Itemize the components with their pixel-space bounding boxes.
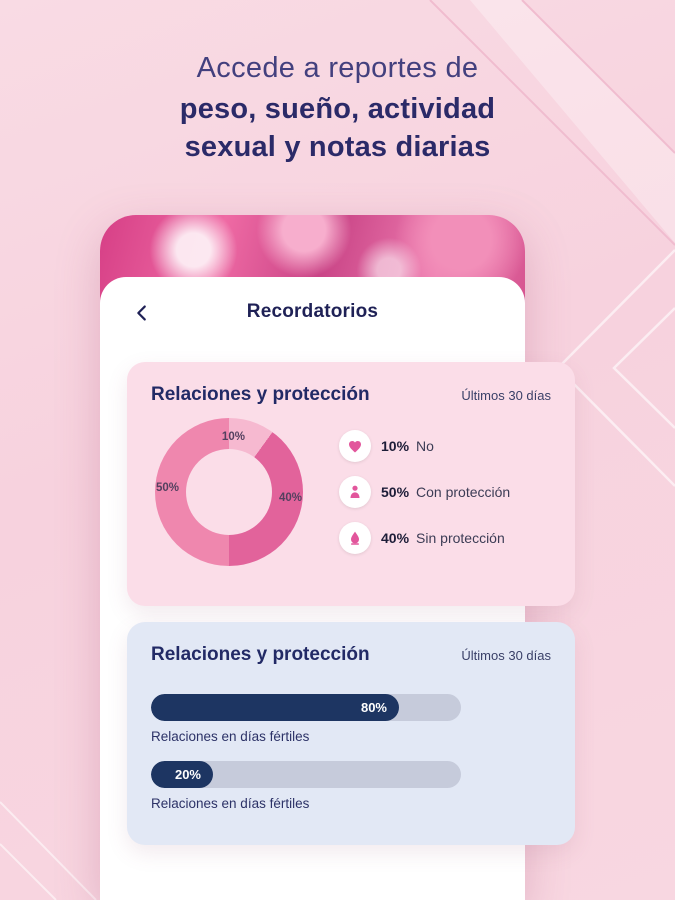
donut-label-40: 40% xyxy=(278,492,302,504)
bar-value-label: 20% xyxy=(174,767,201,782)
unprotected-icon xyxy=(339,522,371,554)
heading-line-1: Accede a reportes de xyxy=(196,52,479,84)
legend-text: 10% No xyxy=(381,438,434,454)
legend-percent: 10% xyxy=(381,438,410,454)
legend-percent: 40% xyxy=(381,530,410,546)
protected-icon xyxy=(339,476,371,508)
bar-caption: Relaciones en días fértiles xyxy=(151,729,310,744)
card-head: Relaciones y protección Últimos 30 días xyxy=(151,384,551,406)
bar-track: 20% xyxy=(151,761,461,788)
legend-text: 40% Sin protección xyxy=(381,530,505,546)
bar-block-2: 20% Relaciones en días fértiles xyxy=(151,761,551,811)
legend-label: No xyxy=(416,438,434,454)
legend-item-con-proteccion: 50% Con protección xyxy=(339,476,510,508)
card-title: Relaciones y protección xyxy=(151,644,370,665)
donut-label-50: 50% xyxy=(156,482,180,494)
back-icon[interactable] xyxy=(128,299,156,327)
heart-icon xyxy=(339,430,371,462)
legend-item-no: 10% No xyxy=(339,430,510,462)
donut-wrap: 10% 40% 50% xyxy=(155,418,303,566)
donut-row: 10% 40% 50% 10% No 50% Con protección xyxy=(151,418,551,566)
app-header: Recordatorios xyxy=(100,277,525,337)
card-title: Relaciones y protección xyxy=(151,384,370,405)
bar-block-1: 80% Relaciones en días fértiles xyxy=(151,694,551,744)
card-relaciones-donut: Relaciones y protección Últimos 30 días … xyxy=(127,362,575,606)
donut-hole xyxy=(186,449,272,535)
legend-label: Sin protección xyxy=(416,530,505,546)
legend-label: Con protección xyxy=(416,484,511,500)
legend-text: 50% Con protección xyxy=(381,484,510,500)
bar-fill: 80% xyxy=(151,694,399,721)
legend-percent: 50% xyxy=(381,484,410,500)
card-head: Relaciones y protección Últimos 30 días xyxy=(151,644,551,666)
bar-fill: 20% xyxy=(151,761,213,788)
promo-heading: Accede a reportes de peso, sueño, activi… xyxy=(0,52,675,167)
bar-value-label: 80% xyxy=(360,700,387,715)
bar-caption: Relaciones en días fértiles xyxy=(151,796,310,811)
bar-track: 80% xyxy=(151,694,461,721)
heading-line-2: peso, sueño, actividad xyxy=(179,93,496,125)
legend-item-sin-proteccion: 40% Sin protección xyxy=(339,522,510,554)
card-period: Últimos 30 días xyxy=(461,648,551,663)
donut-legend: 10% No 50% Con protección 40% Sin protecció… xyxy=(339,430,510,554)
card-relaciones-bars: Relaciones y protección Últimos 30 días … xyxy=(127,622,575,845)
heading-line-3: sexual y notas diarias xyxy=(184,131,491,164)
donut-label-10: 10% xyxy=(221,431,245,443)
card-period: Últimos 30 días xyxy=(461,388,551,403)
screen-title: Recordatorios xyxy=(246,301,379,322)
